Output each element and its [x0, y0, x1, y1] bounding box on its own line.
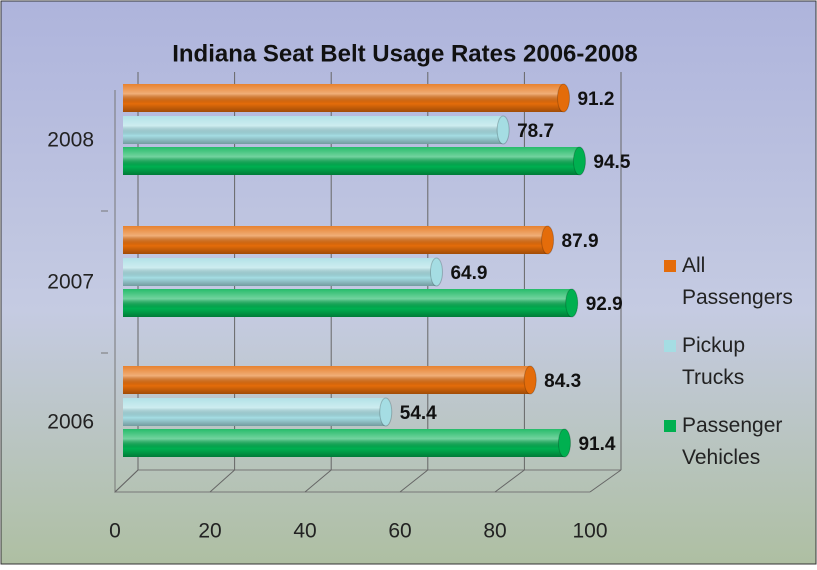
y-tick-label: 2008 — [47, 129, 94, 152]
legend: All Passengers Pickup Trucks Passenger Veh… — [660, 250, 810, 490]
bar-shade — [123, 84, 570, 112]
bar-cap — [523, 365, 537, 395]
floor-grid-line — [114, 469, 139, 493]
bar-shade — [123, 366, 537, 394]
floor-grid-line — [589, 469, 622, 493]
legend-item: All Passengers — [660, 250, 810, 314]
x-tick-label: 20 — [198, 520, 221, 543]
data-label: 54.4 — [400, 403, 437, 424]
legend-item: Pickup Trucks — [660, 330, 810, 394]
bar-shade — [123, 258, 443, 286]
bar-shade — [123, 116, 510, 144]
bar-cap — [541, 225, 555, 255]
data-label: 92.9 — [586, 294, 623, 315]
bar-cap — [572, 146, 586, 176]
x-tick-label: 40 — [293, 520, 316, 543]
bar-cap — [429, 257, 443, 287]
y-tick-label: 2007 — [47, 271, 94, 294]
legend-item: Passenger Vehicles — [660, 410, 810, 474]
legend-label: All Passengers — [682, 254, 793, 309]
floor-grid-line — [494, 469, 525, 493]
legend-swatch — [664, 340, 676, 352]
bar-cap — [557, 428, 571, 458]
legend-label: Passenger Vehicles — [682, 414, 783, 469]
chart-title: Indiana Seat Belt Usage Rates 2006-2008 — [172, 40, 638, 67]
x-tick-label: 60 — [388, 520, 411, 543]
legend-swatch — [664, 420, 676, 432]
data-label: 91.2 — [577, 89, 614, 110]
data-label: 64.9 — [450, 263, 487, 284]
x-tick-label: 80 — [483, 520, 506, 543]
bar-shade — [123, 147, 586, 175]
bar-cap — [496, 115, 510, 145]
legend-label: Pickup Trucks — [682, 334, 746, 389]
floor-grid-line — [304, 469, 332, 493]
bar-shade — [123, 289, 578, 317]
bar-shade — [123, 429, 571, 457]
data-label: 91.4 — [578, 434, 615, 455]
floor-grid-line — [209, 469, 235, 493]
data-label: 87.9 — [562, 231, 599, 252]
data-label: 84.3 — [544, 371, 581, 392]
bar-cap — [379, 397, 393, 427]
bar-shade — [123, 226, 554, 254]
bar-cap — [565, 288, 579, 318]
bar-cap — [556, 83, 570, 113]
legend-swatch — [664, 260, 676, 272]
bar-shade — [123, 398, 392, 426]
floor-grid-line — [399, 469, 429, 493]
x-tick-label: 0 — [109, 520, 121, 543]
y-tick-label: 2006 — [47, 411, 94, 434]
data-label: 94.5 — [593, 152, 630, 173]
x-tick-label: 100 — [572, 520, 607, 543]
data-label: 78.7 — [517, 121, 554, 142]
